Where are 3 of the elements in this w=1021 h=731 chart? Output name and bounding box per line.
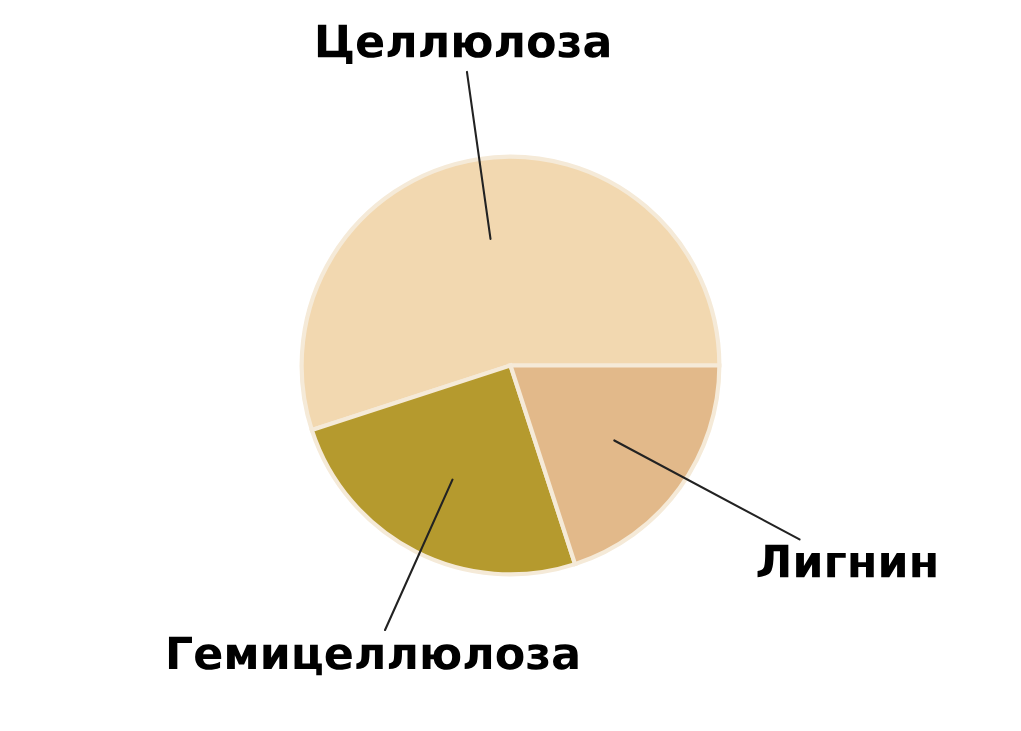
slice-label: Целлюлоза bbox=[317, 24, 609, 65]
slice-label: Гемицеллюлоза bbox=[168, 636, 578, 676]
slice-label: Лигнин bbox=[757, 544, 936, 578]
